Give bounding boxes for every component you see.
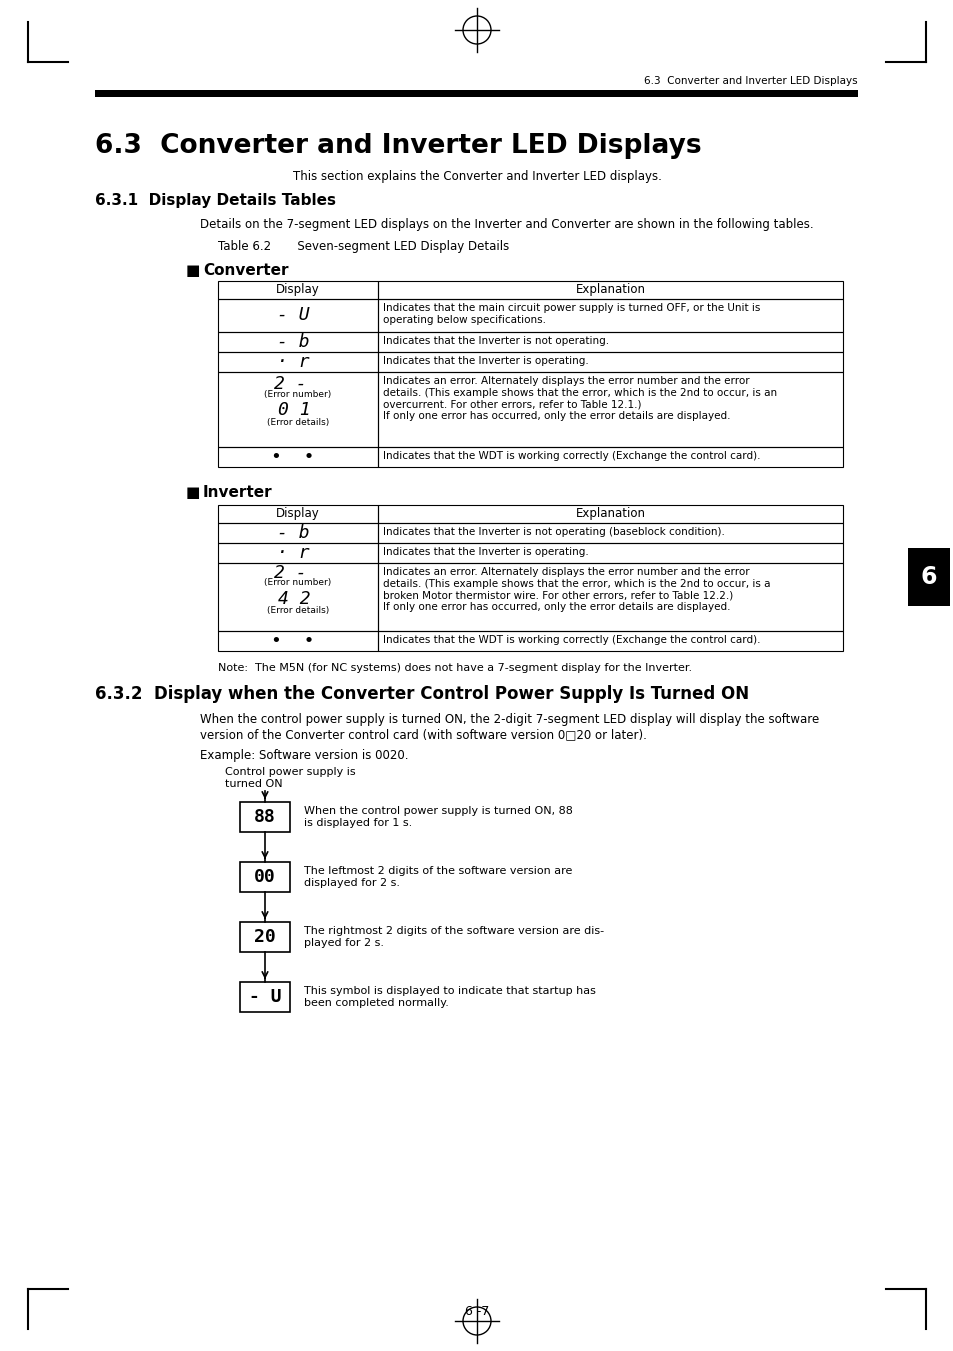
- Text: Indicates that the WDT is working correctly (Exchange the control card).: Indicates that the WDT is working correc…: [382, 451, 760, 461]
- Text: Table 6.2       Seven-segment LED Display Details: Table 6.2 Seven-segment LED Display Deta…: [218, 240, 509, 253]
- Text: · r: · r: [276, 544, 309, 562]
- Text: (Error number): (Error number): [264, 578, 332, 588]
- Text: (Error number): (Error number): [264, 389, 332, 399]
- Text: 6: 6: [920, 565, 936, 589]
- Text: Indicates an error. Alternately displays the error number and the error
details.: Indicates an error. Alternately displays…: [382, 567, 770, 612]
- Bar: [218, 332, 377, 353]
- Bar: [218, 447, 377, 467]
- Text: - b: - b: [276, 524, 309, 542]
- Text: Explanation: Explanation: [575, 284, 645, 296]
- Bar: [218, 299, 377, 332]
- Bar: [218, 631, 377, 651]
- Text: Indicates that the Inverter is not operating.: Indicates that the Inverter is not opera…: [382, 336, 608, 346]
- Text: 00: 00: [253, 867, 275, 886]
- Text: 88: 88: [253, 808, 275, 825]
- Text: Display: Display: [275, 508, 319, 520]
- Text: 6.3.1  Display Details Tables: 6.3.1 Display Details Tables: [95, 193, 335, 208]
- Bar: [377, 372, 842, 447]
- Text: 6.3.2  Display when the Converter Control Power Supply Is Turned ON: 6.3.2 Display when the Converter Control…: [95, 685, 748, 703]
- Bar: [377, 353, 842, 372]
- Bar: [377, 505, 842, 523]
- Bar: [95, 91, 857, 97]
- Text: Explanation: Explanation: [575, 508, 645, 520]
- Text: 6.3  Converter and Inverter LED Displays: 6.3 Converter and Inverter LED Displays: [643, 76, 857, 86]
- Text: The leftmost 2 digits of the software version are
displayed for 2 s.: The leftmost 2 digits of the software ve…: [304, 866, 572, 888]
- Text: 0 1: 0 1: [277, 401, 310, 419]
- Text: Display: Display: [275, 284, 319, 296]
- Text: This symbol is displayed to indicate that startup has
been completed normally.: This symbol is displayed to indicate tha…: [304, 986, 596, 1008]
- Text: Indicates that the Inverter is not operating (baseblock condition).: Indicates that the Inverter is not opera…: [382, 527, 724, 536]
- Bar: [240, 862, 290, 892]
- Text: Example: Software version is 0020.: Example: Software version is 0020.: [200, 748, 408, 762]
- Text: 6.3  Converter and Inverter LED Displays: 6.3 Converter and Inverter LED Displays: [95, 132, 700, 159]
- Text: ■: ■: [186, 263, 200, 278]
- Text: 4 2: 4 2: [277, 590, 310, 608]
- Text: Control power supply is
turned ON: Control power supply is turned ON: [225, 767, 355, 789]
- Bar: [240, 921, 290, 952]
- Text: Converter: Converter: [203, 263, 288, 278]
- Text: Indicates that the WDT is working correctly (Exchange the control card).: Indicates that the WDT is working correc…: [382, 635, 760, 644]
- Text: Inverter: Inverter: [203, 485, 273, 500]
- Text: (Error details): (Error details): [267, 607, 329, 616]
- Bar: [218, 523, 377, 543]
- Text: (Error details): (Error details): [267, 417, 329, 427]
- Text: •  •: • •: [271, 449, 314, 466]
- Text: 20: 20: [253, 928, 275, 946]
- Text: Details on the 7-segment LED displays on the Inverter and Converter are shown in: Details on the 7-segment LED displays on…: [200, 218, 813, 231]
- Bar: [218, 281, 377, 299]
- Text: •  •: • •: [271, 632, 314, 650]
- Bar: [377, 563, 842, 631]
- Bar: [240, 802, 290, 832]
- Text: - U: - U: [249, 988, 281, 1006]
- Bar: [218, 563, 377, 631]
- Text: When the control power supply is turned ON, the 2-digit 7-segment LED display wi: When the control power supply is turned …: [200, 713, 819, 740]
- Bar: [377, 543, 842, 563]
- Bar: [377, 299, 842, 332]
- Bar: [218, 505, 377, 523]
- Bar: [218, 543, 377, 563]
- Text: Indicates an error. Alternately displays the error number and the error
details.: Indicates an error. Alternately displays…: [382, 376, 777, 420]
- Text: ■: ■: [186, 485, 200, 500]
- Text: Indicates that the main circuit power supply is turned OFF, or the Unit is
opera: Indicates that the main circuit power su…: [382, 303, 760, 324]
- Text: Indicates that the Inverter is operating.: Indicates that the Inverter is operating…: [382, 547, 588, 557]
- Text: - b: - b: [276, 332, 309, 351]
- Text: 6 -7: 6 -7: [464, 1305, 489, 1319]
- Bar: [377, 631, 842, 651]
- Bar: [218, 372, 377, 447]
- Text: 2 -: 2 -: [274, 563, 306, 582]
- Text: 2 -: 2 -: [274, 376, 306, 393]
- Bar: [377, 523, 842, 543]
- Bar: [377, 281, 842, 299]
- Text: · r: · r: [276, 353, 309, 372]
- Bar: [377, 447, 842, 467]
- Text: This section explains the Converter and Inverter LED displays.: This section explains the Converter and …: [293, 170, 660, 182]
- Text: The rightmost 2 digits of the software version are dis-
played for 2 s.: The rightmost 2 digits of the software v…: [304, 925, 603, 947]
- Text: - U: - U: [276, 307, 309, 324]
- Text: Indicates that the Inverter is operating.: Indicates that the Inverter is operating…: [382, 357, 588, 366]
- Bar: [240, 982, 290, 1012]
- Bar: [218, 353, 377, 372]
- Text: When the control power supply is turned ON, 88
is displayed for 1 s.: When the control power supply is turned …: [304, 807, 572, 828]
- Bar: [907, 549, 949, 607]
- Text: Note:  The M5N (for NC systems) does not have a 7-segment display for the Invert: Note: The M5N (for NC systems) does not …: [218, 663, 691, 673]
- Bar: [377, 332, 842, 353]
